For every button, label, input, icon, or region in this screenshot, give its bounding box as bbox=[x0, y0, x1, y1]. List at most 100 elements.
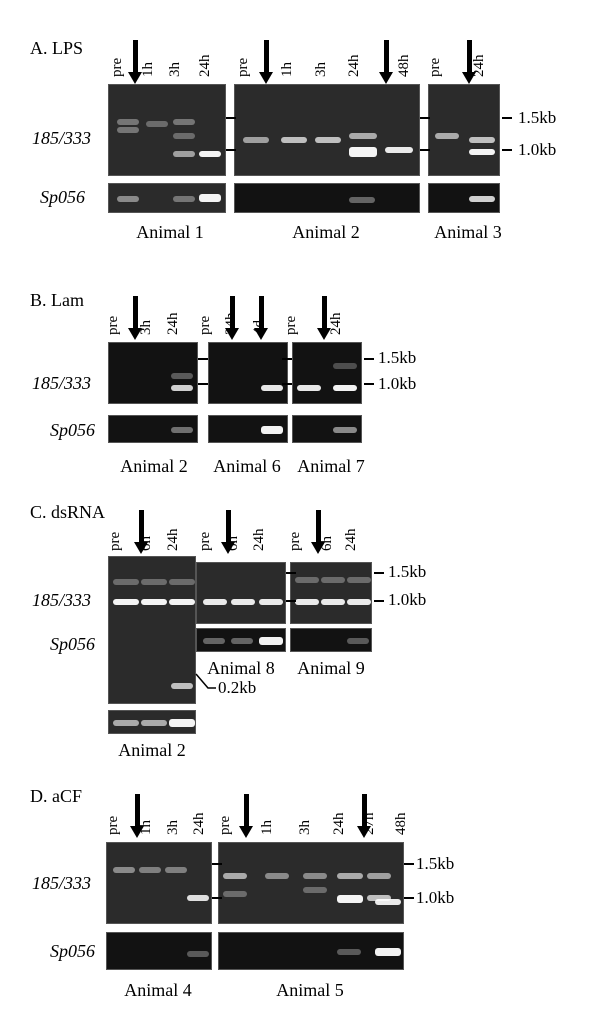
gel-185-b-animal-7 bbox=[292, 342, 362, 404]
lane-label: 3h bbox=[165, 820, 181, 835]
treatment-arrow-icon bbox=[254, 296, 268, 340]
gel-sp056-animal-2 bbox=[234, 183, 420, 213]
lane-label: pre bbox=[105, 315, 121, 335]
lane-label: 24h bbox=[346, 54, 362, 78]
animal-label: Animal 4 bbox=[124, 980, 192, 1000]
lane-label: 1h bbox=[140, 62, 156, 77]
panel-c-title: C. dsRNA bbox=[30, 502, 106, 522]
treatment-arrow-icon bbox=[259, 40, 273, 84]
lane-label: 24h bbox=[251, 528, 267, 552]
size-marker-1-0kb: 1.0kb bbox=[388, 590, 427, 609]
lane-label: pre bbox=[107, 531, 123, 551]
marker-tick bbox=[198, 358, 208, 360]
animal-label: Animal 2 bbox=[118, 740, 186, 760]
animal-label: Animal 9 bbox=[297, 658, 365, 678]
size-marker-1-0kb: 1.0kb bbox=[378, 374, 417, 393]
lane-label: 48h bbox=[396, 54, 412, 78]
lane-label: pre bbox=[235, 57, 251, 77]
marker-tick bbox=[420, 149, 430, 151]
gel-sp056-d-animal-4 bbox=[106, 932, 212, 970]
treatment-arrow-icon bbox=[379, 40, 393, 84]
gene-label-185-333: 185/333 bbox=[32, 128, 92, 148]
marker-tick bbox=[286, 572, 296, 574]
lane-label: pre bbox=[197, 531, 213, 551]
animal-label: Animal 1 bbox=[136, 222, 204, 242]
treatment-arrow-icon bbox=[462, 40, 476, 84]
lane-label: 24h bbox=[343, 528, 359, 552]
animal-label: Animal 2 bbox=[120, 456, 188, 476]
gel-185-animal-1 bbox=[108, 84, 226, 176]
lane-label: pre bbox=[283, 315, 299, 335]
gel-185-animal-3 bbox=[428, 84, 500, 176]
panel-d-title: D. aCF bbox=[30, 786, 83, 806]
lane-label: 24h bbox=[191, 812, 207, 836]
gel-185-d-animal-4 bbox=[106, 842, 212, 924]
gel-185-b-animal-2 bbox=[108, 342, 198, 404]
treatment-arrow-icon bbox=[134, 510, 148, 554]
lane-label: 24h bbox=[197, 54, 213, 78]
animal-label: Animal 8 bbox=[207, 658, 275, 678]
lane-label: pre bbox=[217, 815, 233, 835]
gene-label-sp056: Sp056 bbox=[50, 634, 95, 654]
gel-185-d-animal-5 bbox=[218, 842, 404, 924]
size-marker-1-5kb: 1.5kb bbox=[378, 348, 417, 367]
gel-sp056-c-animal-2 bbox=[108, 710, 196, 734]
marker-tick bbox=[282, 383, 292, 385]
animal-label: Animal 7 bbox=[297, 456, 365, 476]
animal-label: Animal 5 bbox=[276, 980, 344, 1000]
size-marker-0-2kb: 0.2kb bbox=[218, 678, 257, 697]
gel-sp056-b-animal-2 bbox=[108, 415, 198, 443]
gel-185-c-animal-9 bbox=[290, 562, 372, 624]
marker-tick bbox=[364, 383, 374, 385]
size-pointer-line bbox=[195, 673, 216, 689]
treatment-arrow-icon bbox=[225, 296, 239, 340]
marker-tick bbox=[502, 149, 512, 151]
size-marker-1-5kb: 1.5kb bbox=[388, 562, 427, 581]
gene-label-185-333: 185/333 bbox=[32, 590, 92, 610]
gel-sp056-c-animal-8 bbox=[196, 628, 286, 652]
marker-tick bbox=[282, 358, 292, 360]
gel-185-c-animal-2 bbox=[108, 556, 196, 704]
marker-tick bbox=[404, 863, 414, 865]
marker-tick bbox=[226, 149, 236, 151]
marker-tick bbox=[502, 117, 512, 119]
lane-label: 3h bbox=[167, 62, 183, 77]
animal-label: Animal 3 bbox=[434, 222, 502, 242]
lane-label: 3h bbox=[313, 62, 329, 77]
treatment-arrow-icon bbox=[130, 794, 144, 838]
animal-label: Animal 2 bbox=[292, 222, 360, 242]
treatment-arrow-icon bbox=[317, 296, 331, 340]
size-marker-1-0kb: 1.0kb bbox=[518, 140, 557, 159]
lane-label: 1h bbox=[279, 62, 295, 77]
gel-sp056-animal-3 bbox=[428, 183, 500, 213]
marker-tick bbox=[364, 358, 374, 360]
gene-label-185-333: 185/333 bbox=[32, 873, 92, 893]
treatment-arrow-icon bbox=[221, 510, 235, 554]
panel-a-title: A. LPS bbox=[30, 38, 84, 58]
gel-185-c-animal-8 bbox=[196, 562, 286, 624]
gene-label-sp056: Sp056 bbox=[50, 420, 95, 440]
size-marker-1-0kb: 1.0kb bbox=[416, 888, 455, 907]
size-marker-1-5kb: 1.5kb bbox=[518, 108, 557, 127]
marker-tick bbox=[374, 572, 384, 574]
gene-label-185-333: 185/333 bbox=[32, 373, 92, 393]
marker-tick bbox=[212, 897, 222, 899]
marker-tick bbox=[226, 117, 236, 119]
lane-label: 3h bbox=[297, 820, 313, 835]
gel-sp056-d-animal-5 bbox=[218, 932, 404, 970]
gel-sp056-animal-1 bbox=[108, 183, 226, 213]
treatment-arrow-icon bbox=[357, 794, 371, 838]
marker-tick bbox=[374, 600, 384, 602]
gene-label-sp056: Sp056 bbox=[40, 187, 85, 207]
marker-tick bbox=[420, 117, 430, 119]
gel-sp056-c-animal-9 bbox=[290, 628, 372, 652]
lane-label: 24h bbox=[331, 812, 347, 836]
gel-185-animal-2 bbox=[234, 84, 420, 176]
lane-label: pre bbox=[105, 815, 121, 835]
marker-tick bbox=[404, 897, 414, 899]
panel-b-title: B. Lam bbox=[30, 290, 84, 310]
gel-sp056-b-animal-7 bbox=[292, 415, 362, 443]
treatment-arrow-icon bbox=[128, 40, 142, 84]
lane-label: pre bbox=[197, 315, 213, 335]
size-marker-1-5kb: 1.5kb bbox=[416, 854, 455, 873]
